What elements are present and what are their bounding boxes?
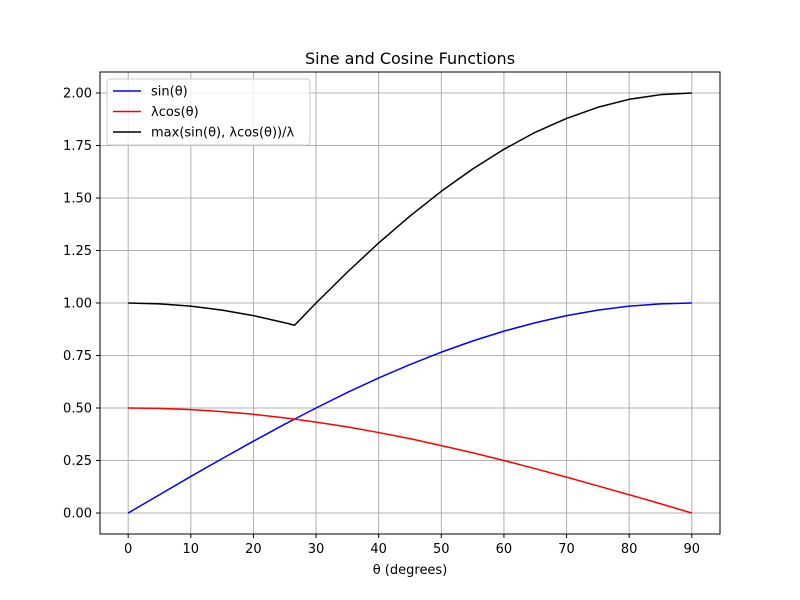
y-tick-label: 1.25 — [63, 244, 92, 259]
x-tick-label: 20 — [245, 542, 262, 557]
legend-label: sin(θ) — [151, 85, 188, 100]
y-tick-label: 1.75 — [63, 139, 92, 154]
x-tick-label: 30 — [308, 542, 325, 557]
series-lines — [127, 92, 693, 514]
x-tick-label: 90 — [684, 542, 701, 557]
legend: sin(θ) λcos(θ) max(sin(θ), λcos(θ))/λ — [106, 78, 311, 146]
x-tick-label: 80 — [621, 542, 638, 557]
legend-label: λcos(θ) — [151, 105, 199, 120]
chart-title: Sine and Cosine Functions — [305, 49, 515, 68]
series-line-0 — [127, 302, 692, 514]
y-tick-label: 0.00 — [63, 507, 92, 522]
x-tick-label: 70 — [558, 542, 575, 557]
y-tick-label: 0.25 — [63, 454, 92, 469]
y-tick-label: 0.75 — [63, 349, 92, 364]
legend-box — [106, 78, 311, 146]
x-tick-label: 60 — [496, 542, 513, 557]
y-tick-label: 1.00 — [63, 297, 92, 312]
x-tick-label: 50 — [433, 542, 450, 557]
x-axis-ticks: 0 10 20 30 40 50 60 70 80 90 — [124, 534, 700, 557]
y-axis-ticks: 0.00 0.25 0.50 0.75 1.00 1.25 1.50 1.75 2.00 — [63, 87, 100, 522]
legend-label: max(sin(θ), λcos(θ))/λ — [151, 126, 294, 141]
x-axis-title: θ (degrees) — [373, 563, 448, 578]
y-tick-label: 0.50 — [63, 402, 92, 417]
x-tick-label: 10 — [183, 542, 200, 557]
x-tick-label: 0 — [124, 542, 132, 557]
y-tick-label: 1.50 — [63, 192, 92, 207]
x-tick-label: 40 — [370, 542, 387, 557]
series-line-2 — [128, 92, 692, 327]
series-line-1 — [128, 407, 693, 514]
y-tick-label: 2.00 — [63, 87, 92, 102]
